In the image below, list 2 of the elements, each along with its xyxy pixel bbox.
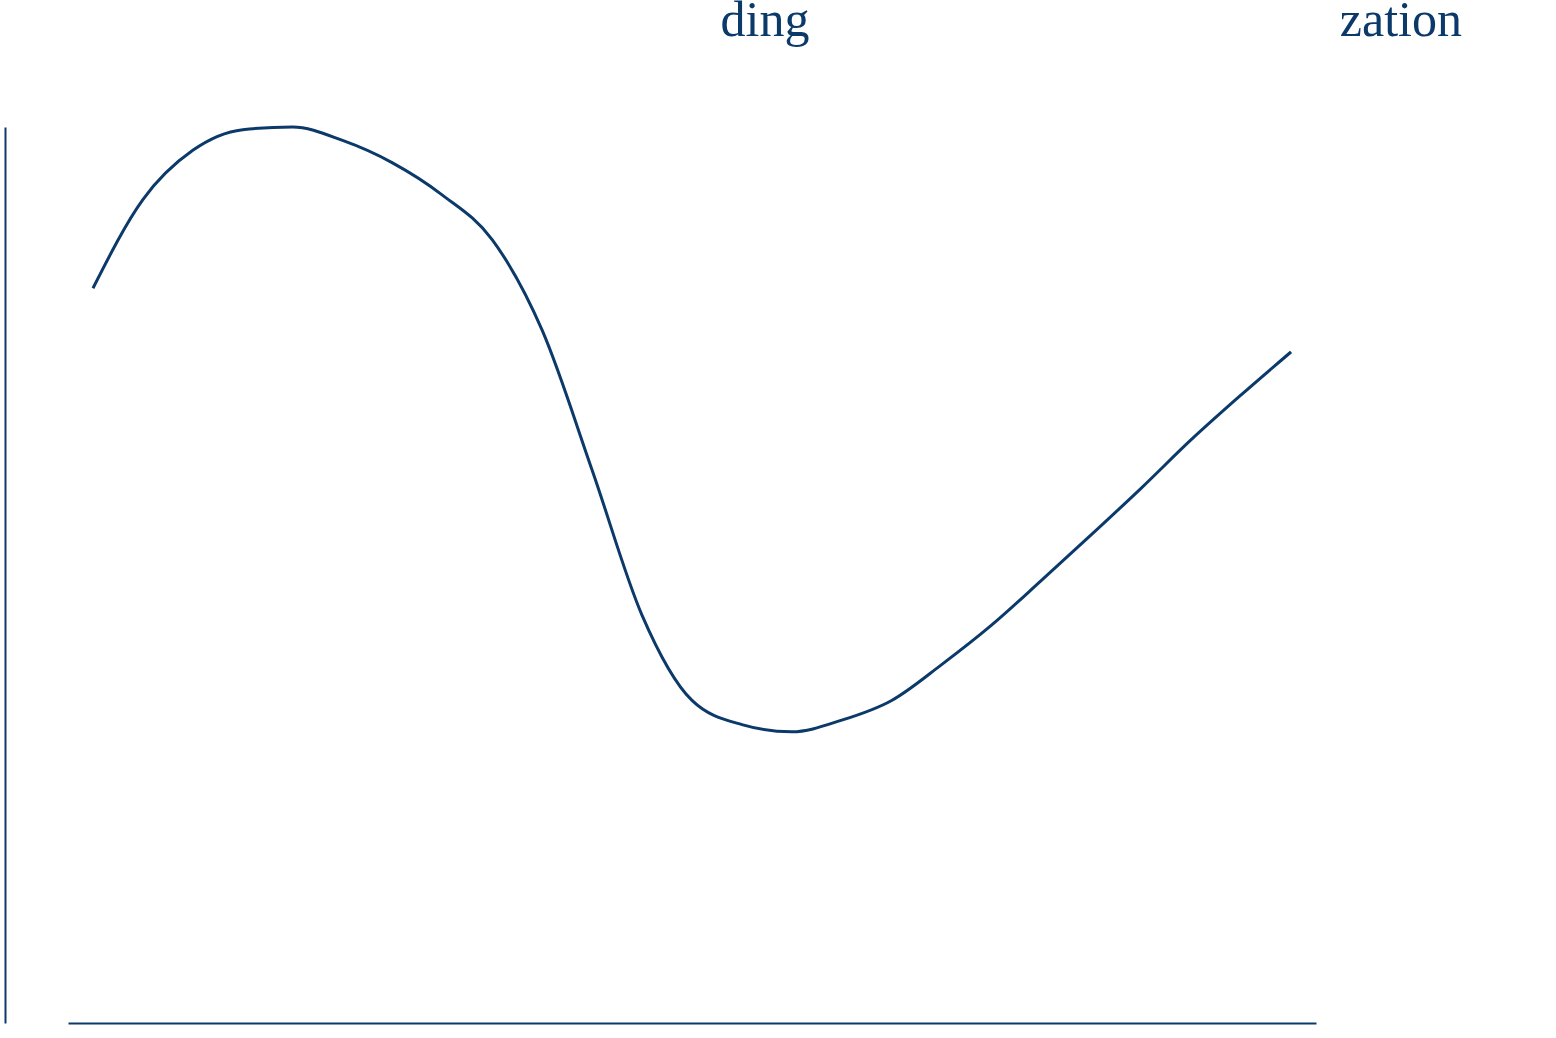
text: zation (1339, 0, 1462, 47)
text: ding (720, 0, 810, 47)
